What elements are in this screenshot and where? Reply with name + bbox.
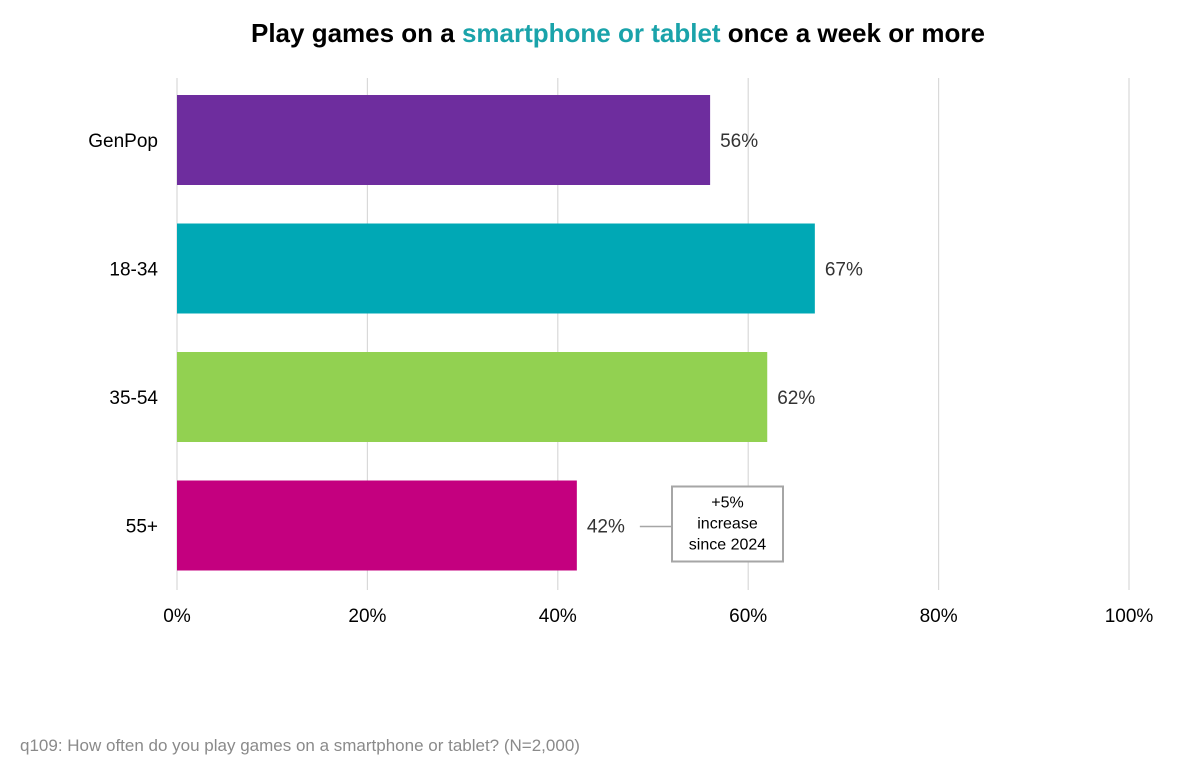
x-tick-labels: 0% 20% 40% 60% 80% 100% [163,606,1153,627]
annotation-text: +5% [711,495,743,512]
chart-title: Play games on a smartphone or tablet onc… [0,18,1200,49]
x-tick-label: 100% [1105,606,1154,627]
x-tick-label: 60% [729,606,767,627]
category-label: 55+ [126,517,158,538]
category-label: 18-34 [109,260,158,281]
bar [177,223,815,314]
category-labels: GenPop 18-34 35-54 55+ [88,131,158,538]
category-label: GenPop [88,131,158,152]
annotation: +5% increase since 2024 [639,485,784,563]
footnote: q109: How often do you play games on a s… [20,736,580,755]
x-tick-label: 20% [348,606,386,627]
title-suffix: once a week or more [720,18,986,48]
annotation-box [671,485,784,563]
x-tick-label: 40% [539,606,577,627]
value-labels: 56% 67% 62% 42% [587,131,863,538]
value-label: 56% [720,131,758,152]
value-label: 67% [825,260,863,281]
annotation-text: since 2024 [689,537,766,554]
x-tick-label: 80% [920,606,958,627]
value-label: 42% [587,517,625,538]
category-label: 35-54 [109,388,158,409]
title-prefix: Play games on a [250,18,462,48]
bar [177,95,711,185]
bar [177,480,577,571]
bar [177,352,768,442]
x-tick-label: 0% [163,606,191,627]
annotation-text: increase [697,516,758,533]
value-label: 62% [777,388,815,409]
title-highlight: smartphone or tablet [461,18,721,48]
bar-chart: GenPop 18-34 35-54 55+ 56% 67% 62% 42% 0% 20% 40… [88,78,1153,627]
bars [177,95,815,571]
